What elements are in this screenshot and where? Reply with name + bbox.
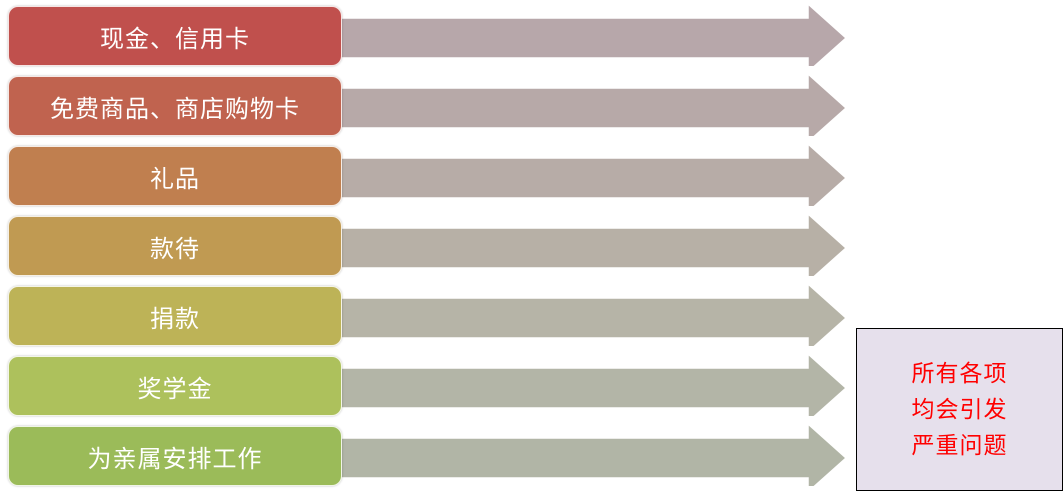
item-label: 为亲属安排工作 (87, 444, 263, 473)
warning-note-box: 所有各项 均会引发 严重问题 (856, 328, 1063, 491)
item-label: 款待 (150, 234, 200, 263)
note-line: 所有各项 (911, 360, 1008, 387)
arrow-shape (329, 282, 848, 346)
label-box: 捐款 (8, 286, 342, 346)
arrow-icon (329, 2, 848, 66)
item-label: 捐款 (150, 304, 200, 333)
item-row-scholarship: 奖学金 (0, 350, 850, 416)
label-box: 为亲属安排工作 (8, 426, 342, 486)
label-box: 免费商品、商店购物卡 (8, 76, 342, 136)
arrow-icon (329, 352, 848, 416)
label-box: 礼品 (8, 146, 342, 206)
item-row-donations: 捐款 (0, 280, 850, 346)
note-line: 严重问题 (911, 432, 1008, 459)
arrow-shape (329, 352, 848, 416)
note-line: 均会引发 (911, 396, 1008, 423)
label-box: 款待 (8, 216, 342, 276)
item-row-hospitality: 款待 (0, 210, 850, 276)
item-label: 现金、信用卡 (100, 24, 250, 53)
label-box: 奖学金 (8, 356, 342, 416)
arrow-shape (329, 212, 848, 276)
arrow-icon (329, 72, 848, 136)
arrow-shape (329, 142, 848, 206)
item-row-cash: 现金、信用卡 (0, 0, 850, 66)
arrow-icon (329, 142, 848, 206)
arrow-shape (329, 2, 848, 66)
arrow-icon (329, 212, 848, 276)
item-row-relatives-jobs: 为亲属安排工作 (0, 420, 850, 486)
item-label: 礼品 (150, 164, 200, 193)
arrow-icon (329, 282, 848, 346)
item-row-free-goods: 免费商品、商店购物卡 (0, 70, 850, 136)
arrow-shape (329, 422, 848, 486)
arrow-shape (329, 72, 848, 136)
item-label: 免费商品、商店购物卡 (50, 94, 300, 123)
item-label: 奖学金 (137, 374, 213, 403)
item-row-gifts: 礼品 (0, 140, 850, 206)
arrow-icon (329, 422, 848, 486)
label-box: 现金、信用卡 (8, 6, 342, 66)
